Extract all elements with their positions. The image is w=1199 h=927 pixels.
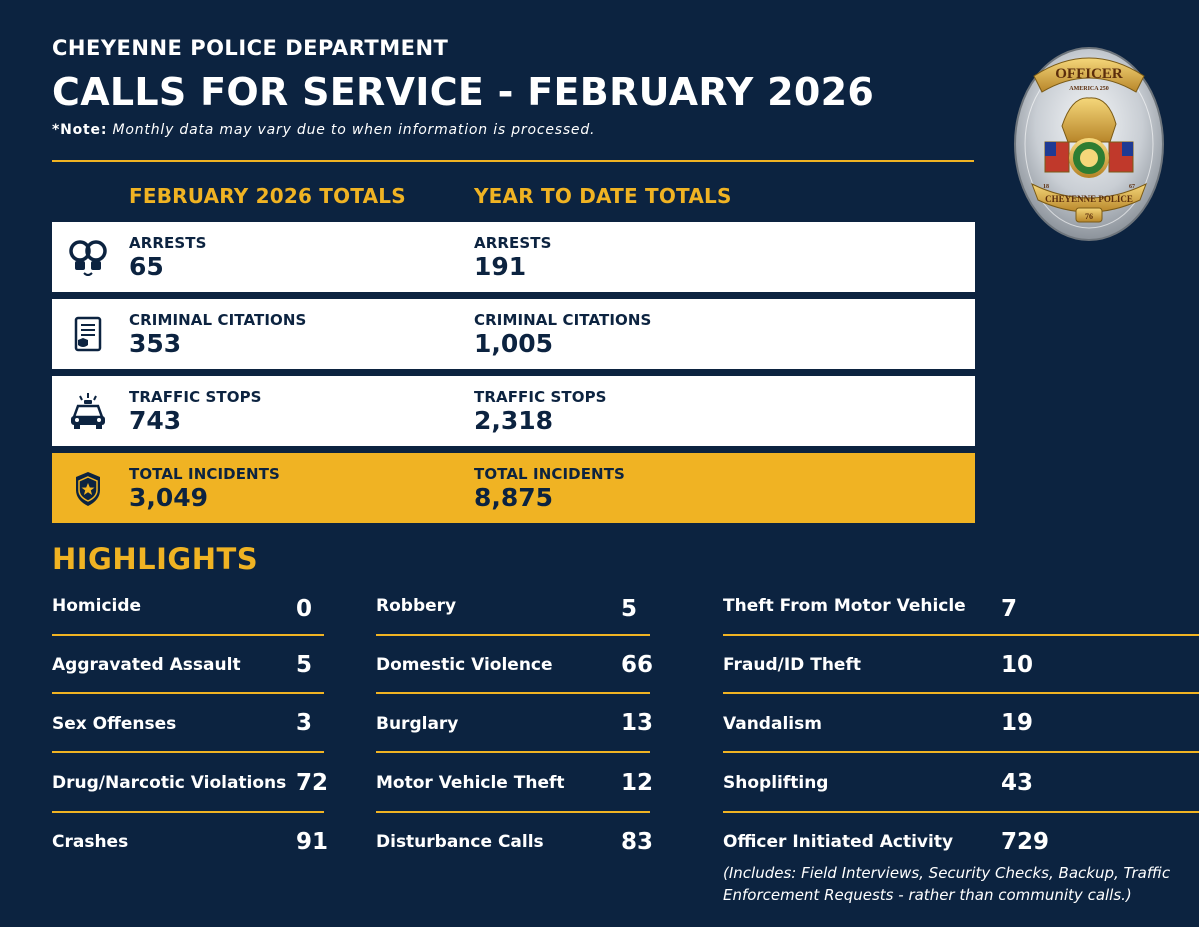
highlight-label: Vandalism [723, 714, 822, 734]
badge-number: 76 [1085, 212, 1093, 221]
highlight-value: 10 [1001, 652, 1034, 678]
ytd-stat-value: 191 [474, 252, 527, 281]
ytd-stat-label: TOTAL INCIDENTS [474, 465, 625, 483]
row-divider [376, 634, 650, 636]
row-divider [52, 811, 324, 813]
highlight-label: Aggravated Assault [52, 655, 241, 675]
month-stat-label: ARRESTS [129, 234, 207, 252]
row-divider [376, 811, 650, 813]
highlight-value: 5 [296, 652, 313, 678]
ytd-stat-label: ARRESTS [474, 234, 552, 252]
row-divider [52, 751, 324, 753]
stat-row-criminal-citations: CRIMINAL CITATIONS 353 CRIMINAL CITATION… [52, 299, 975, 369]
highlight-value: 12 [621, 770, 654, 796]
month-stat-label: TRAFFIC STOPS [129, 388, 262, 406]
highlight-label: Drug/Narcotic Violations [52, 773, 287, 793]
police-badge-logo: OFFICER AMERICA 250 CHEYENNE POLICE 18 6… [1014, 47, 1164, 241]
highlight-label: Sex Offenses [52, 714, 177, 734]
month-stat-value: 743 [129, 406, 182, 435]
page-title: CALLS FOR SERVICE - FEBRUARY 2026 [52, 70, 875, 114]
department-name: CHEYENNE POLICE DEPARTMENT [52, 36, 449, 60]
highlight-value: 13 [621, 710, 654, 736]
highlight-label: Disturbance Calls [376, 832, 544, 852]
badge-left-year: 18 [1043, 184, 1049, 190]
police-car-icon [71, 393, 105, 429]
highlight-label: Homicide [52, 596, 142, 616]
highlight-label: Motor Vehicle Theft [376, 773, 565, 793]
badge-right-year: 67 [1129, 184, 1135, 190]
highlight-value: 83 [621, 829, 654, 855]
highlight-value: 0 [296, 596, 313, 622]
ytd-totals-heading: YEAR TO DATE TOTALS [474, 184, 732, 208]
handcuffs-icon [69, 240, 107, 276]
note-label: *Note: [52, 122, 108, 138]
citation-document-icon [74, 316, 102, 352]
badge-bottom-text: CHEYENNE POLICE [1045, 194, 1133, 204]
month-stat-label: TOTAL INCIDENTS [129, 465, 280, 483]
header-divider [52, 160, 974, 162]
month-totals-heading: FEBRUARY 2026 TOTALS [129, 184, 406, 208]
highlight-value: 729 [1001, 829, 1050, 855]
note-body: Monthly data may vary due to when inform… [112, 122, 596, 138]
ytd-stat-label: CRIMINAL CITATIONS [474, 311, 652, 329]
row-divider [52, 634, 324, 636]
highlight-label: Robbery [376, 596, 457, 616]
highlight-label: Officer Initiated Activity [723, 832, 954, 852]
row-divider [723, 692, 1199, 694]
highlight-label: Domestic Violence [376, 655, 553, 675]
highlight-value: 43 [1001, 770, 1034, 796]
highlight-value: 3 [296, 710, 313, 736]
ytd-stat-label: TRAFFIC STOPS [474, 388, 607, 406]
row-divider [52, 692, 324, 694]
highlight-value: 66 [621, 652, 654, 678]
highlight-label: Crashes [52, 832, 129, 852]
row-divider [376, 692, 650, 694]
stat-row-total-incidents: TOTAL INCIDENTS 3,049 TOTAL INCIDENTS 8,… [52, 453, 975, 523]
highlights-heading: HIGHLIGHTS [52, 542, 259, 576]
highlight-label: Shoplifting [723, 773, 829, 793]
highlight-value: 72 [296, 770, 329, 796]
row-divider [723, 811, 1199, 813]
row-divider [376, 751, 650, 753]
highlight-label: Fraud/ID Theft [723, 655, 861, 675]
badge-sub-text: AMERICA 250 [1069, 86, 1109, 92]
highlight-label: Theft From Motor Vehicle [723, 596, 966, 616]
ytd-stat-value: 8,875 [474, 483, 554, 512]
ytd-stat-value: 2,318 [474, 406, 554, 435]
ytd-stat-value: 1,005 [474, 329, 554, 358]
month-stat-value: 3,049 [129, 483, 209, 512]
officer-activity-footnote: (Includes: Field Interviews, Security Ch… [723, 864, 1171, 904]
note-text: *Note: Monthly data may vary due to when… [52, 122, 595, 138]
badge-top-text: OFFICER [1055, 66, 1123, 82]
row-divider [723, 751, 1199, 753]
row-divider [723, 634, 1199, 636]
stat-row-traffic-stops: TRAFFIC STOPS 743 TRAFFIC STOPS 2,318 [52, 376, 975, 446]
highlight-value: 5 [621, 596, 638, 622]
stat-row-arrests: ARRESTS 65 ARRESTS 191 [52, 222, 975, 292]
highlight-value: 19 [1001, 710, 1034, 736]
month-stat-value: 65 [129, 252, 164, 281]
highlight-label: Burglary [376, 714, 459, 734]
month-stat-label: CRIMINAL CITATIONS [129, 311, 307, 329]
highlight-value: 91 [296, 829, 329, 855]
month-stat-value: 353 [129, 329, 182, 358]
highlight-value: 7 [1001, 596, 1018, 622]
police-shield-icon [76, 472, 100, 506]
